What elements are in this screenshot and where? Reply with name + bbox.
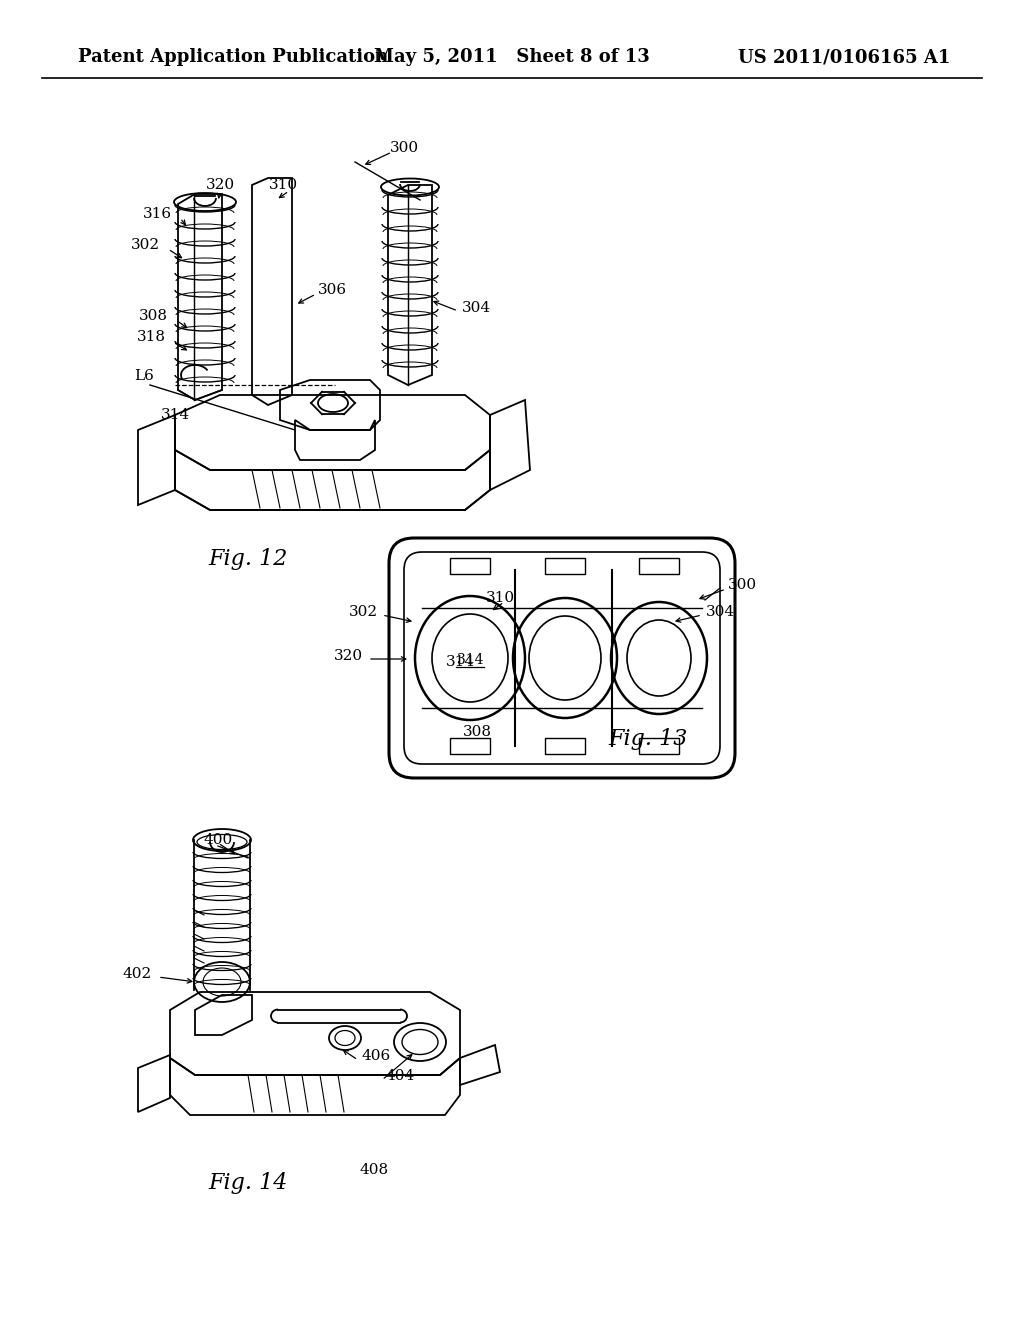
Text: Patent Application Publication: Patent Application Publication: [78, 48, 388, 66]
Text: Fig. 14: Fig. 14: [208, 1172, 288, 1195]
Text: 300: 300: [390, 141, 419, 154]
Text: 300: 300: [728, 578, 757, 591]
Text: 302: 302: [131, 238, 160, 252]
Text: 402: 402: [123, 968, 152, 981]
Text: 308: 308: [139, 309, 168, 323]
Text: L6: L6: [134, 370, 154, 383]
Text: 316: 316: [143, 207, 172, 220]
Text: 314: 314: [457, 653, 483, 667]
Text: 302: 302: [349, 605, 378, 619]
Text: 304: 304: [706, 605, 735, 619]
Text: 400: 400: [204, 833, 233, 847]
Text: US 2011/0106165 A1: US 2011/0106165 A1: [737, 48, 950, 66]
Text: 318: 318: [137, 330, 166, 345]
Text: Fig. 13: Fig. 13: [608, 729, 687, 750]
Text: 320: 320: [206, 178, 234, 191]
Text: 304: 304: [462, 301, 492, 315]
Text: 314: 314: [445, 655, 474, 669]
Text: 314: 314: [161, 408, 190, 422]
Text: 404: 404: [385, 1069, 415, 1082]
Text: May 5, 2011   Sheet 8 of 13: May 5, 2011 Sheet 8 of 13: [374, 48, 650, 66]
Text: 308: 308: [463, 725, 492, 739]
Text: 408: 408: [360, 1163, 389, 1177]
Text: 320: 320: [334, 649, 362, 663]
Text: Fig. 12: Fig. 12: [208, 548, 288, 570]
Text: 406: 406: [362, 1049, 391, 1063]
Text: 310: 310: [268, 178, 298, 191]
Text: 310: 310: [485, 591, 515, 605]
Text: 306: 306: [318, 282, 347, 297]
